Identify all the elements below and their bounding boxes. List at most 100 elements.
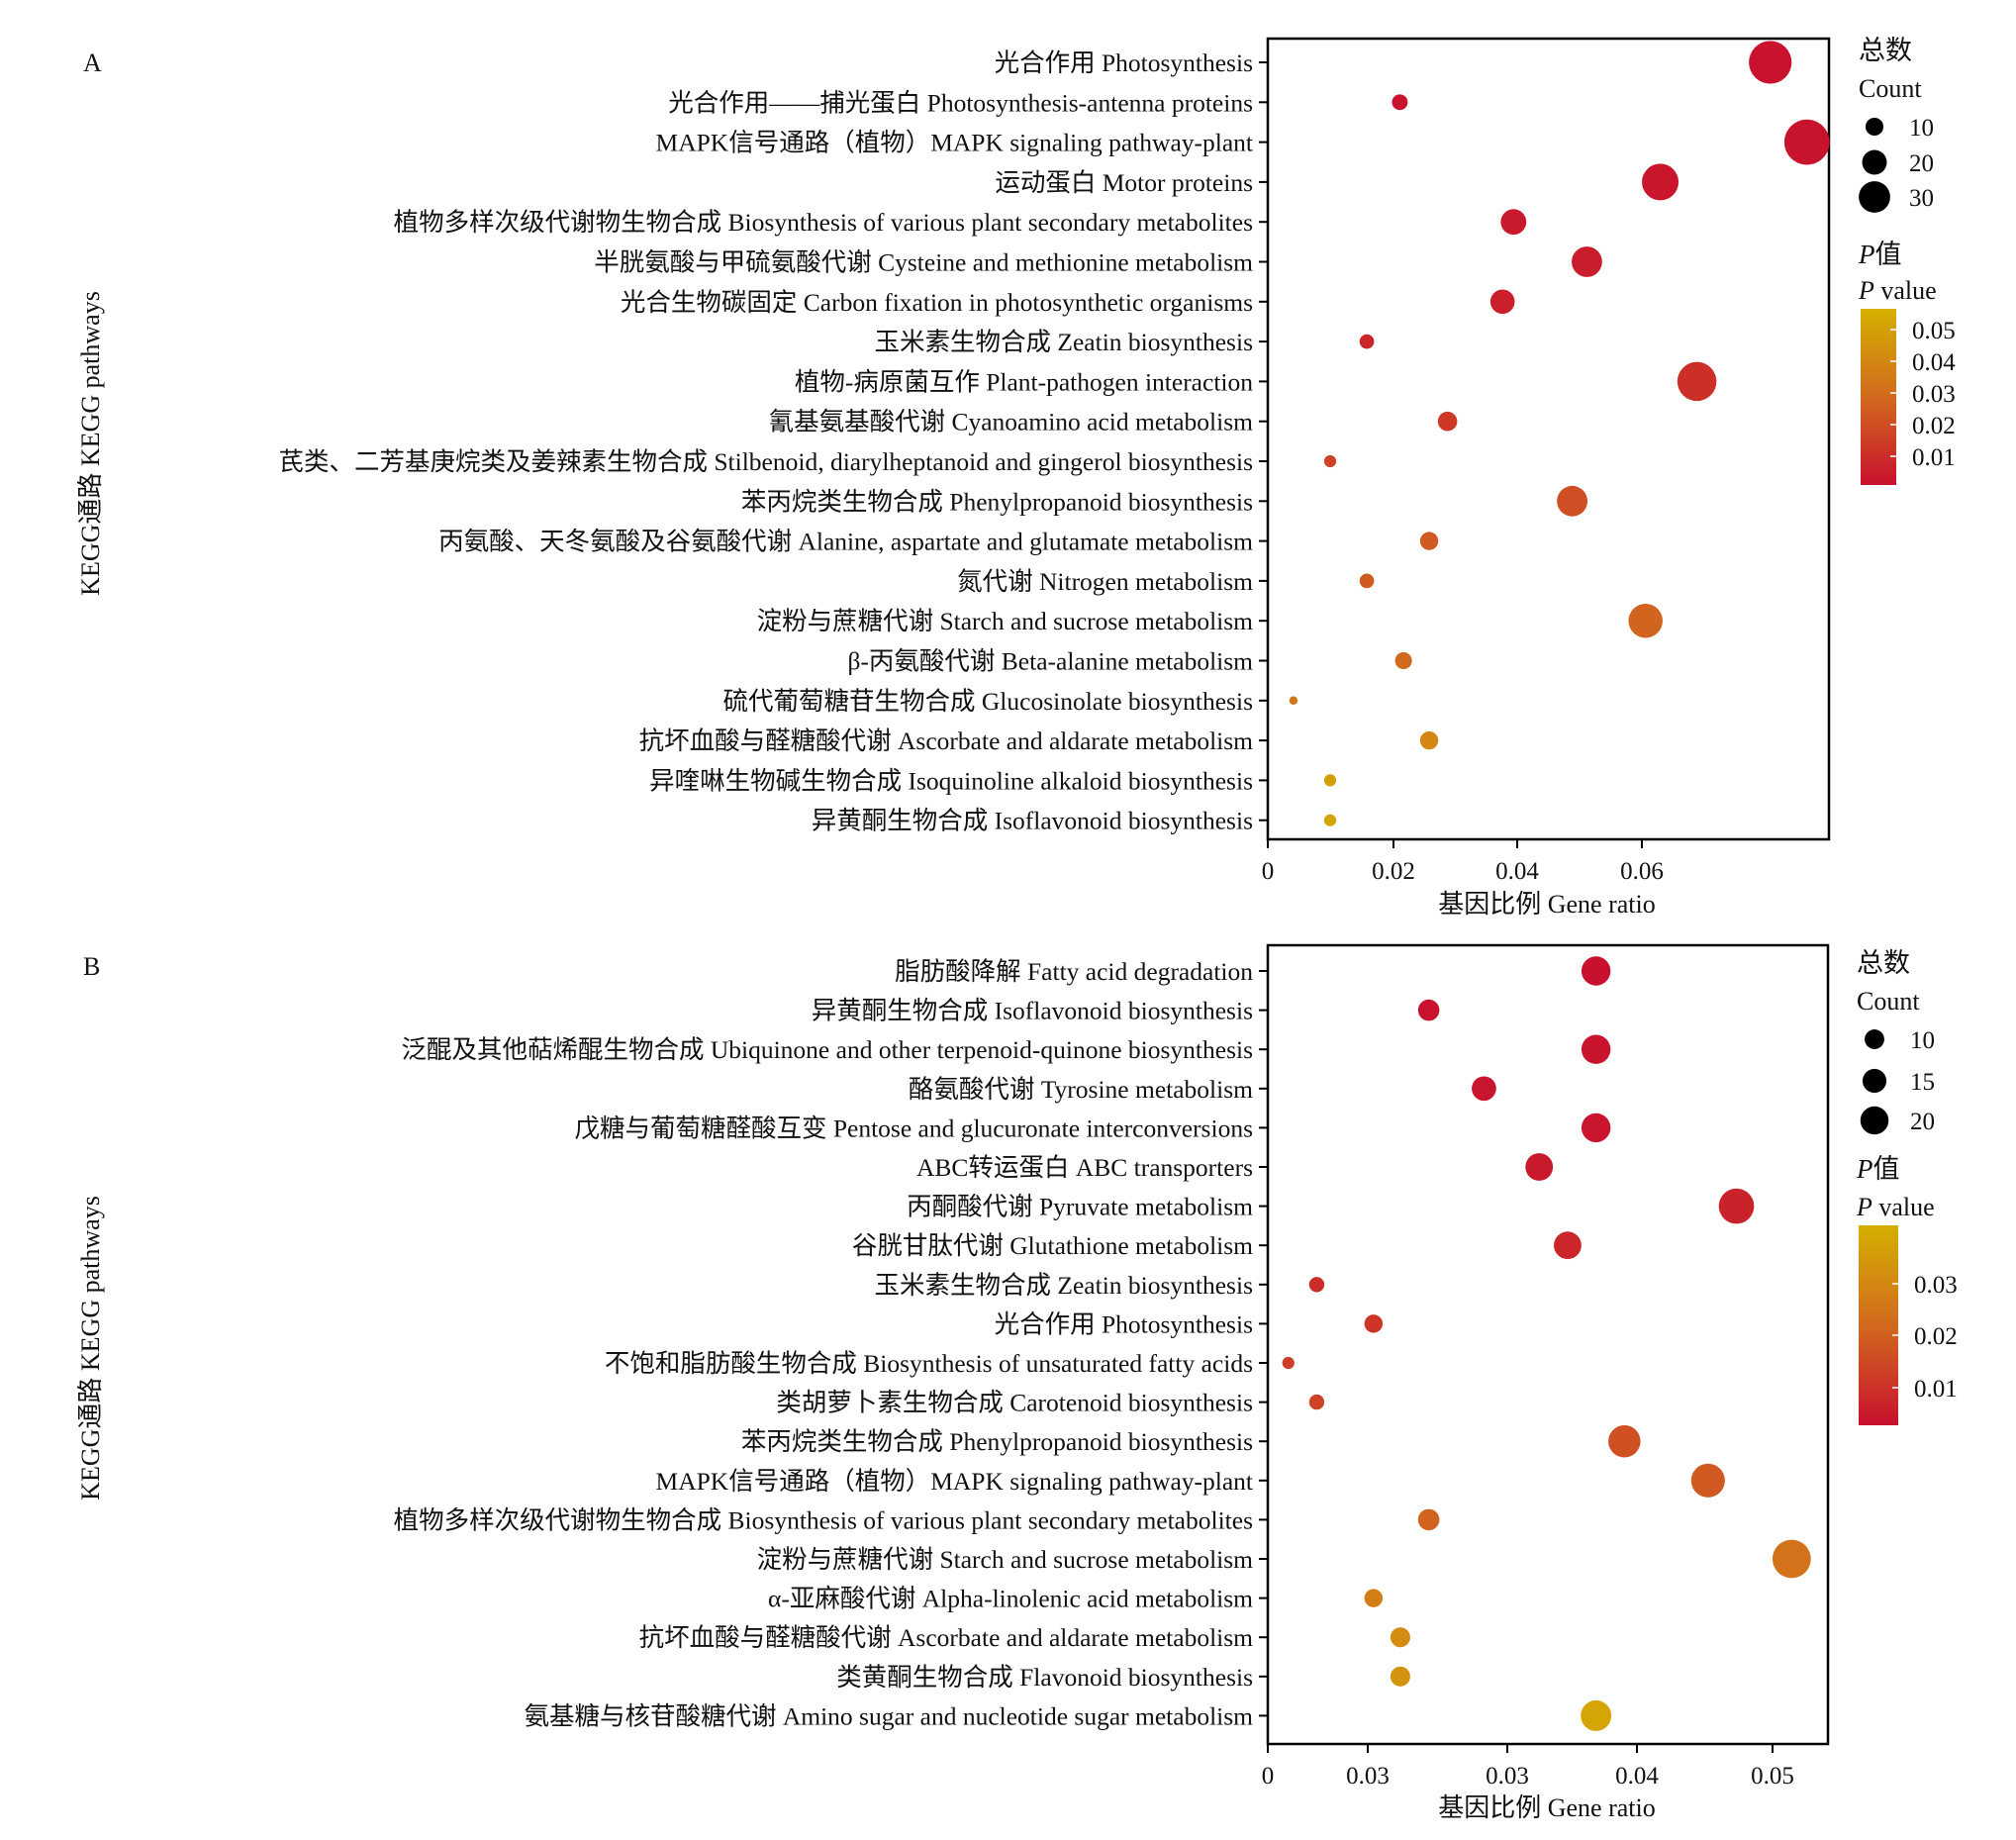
pathway-label: 抗坏血酸与醛糖酸代谢 Ascorbate and aldarate metabo…: [639, 726, 1254, 755]
colorbar-label: 0.01: [1914, 1376, 1958, 1403]
size-legend-label: 10: [1910, 1027, 1935, 1054]
panel-a-color-legend-p-en: P: [1858, 276, 1874, 305]
panel-b-color-legend-title-en: value: [1872, 1193, 1935, 1221]
x-tick-label: 0: [1262, 1763, 1275, 1790]
enrichment-point: [1323, 774, 1337, 787]
panel-a-label: A: [83, 48, 102, 77]
pathway-label: 丙酮酸代谢 Pyruvate metabolism: [907, 1193, 1253, 1221]
panel-a-size-legend-title-en: Count: [1859, 74, 1922, 103]
enrichment-point: [1390, 1666, 1410, 1687]
enrichment-point: [1554, 1231, 1582, 1260]
panel-b-pathway-labels: 脂肪酸降解 Fatty acid degradation 异黄酮生物合成 Isof…: [394, 957, 1268, 1730]
enrichment-point: [1718, 1188, 1755, 1224]
size-legend-dot: [1862, 149, 1887, 175]
panel-a-xlabel: 基因比例 Gene ratio: [1438, 890, 1656, 919]
pathway-label: 硫代葡萄糖苷生物合成 Glucosinolate biosynthesis: [723, 687, 1253, 716]
panel-a-x-ticks: 0 0.02 0.04 0.06: [1262, 839, 1664, 885]
x-tick-label: 0: [1262, 858, 1275, 885]
enrichment-point: [1572, 246, 1602, 277]
panel-a-color-legend: P值 P value 0.05 0.04 0.03 0.02 0.01: [1858, 240, 1956, 485]
panel-a-size-legend: 总数 Count 10 20 30: [1859, 36, 1934, 213]
pathway-label: 戊糖与葡萄糖醛酸互变 Pentose and glucuronate inter…: [574, 1114, 1253, 1142]
pathway-label: MAPK信号通路（植物）MAPK signaling pathway-plant: [656, 1467, 1253, 1496]
panel-b-colorbar: [1859, 1225, 1898, 1425]
size-legend-label: 20: [1910, 1109, 1935, 1135]
enrichment-point: [1677, 361, 1717, 402]
enrichment-point: [1419, 730, 1439, 750]
panel-b-color-legend-p: P: [1856, 1154, 1873, 1184]
pathway-label: 光合作用——捕光蛋白 Photosynthesis-antenna protei…: [668, 88, 1253, 117]
enrichment-point: [1419, 532, 1439, 550]
pathway-label: α-亚麻酸代谢 Alpha-linolenic acid metabolism: [768, 1585, 1253, 1613]
pathway-label: 抗坏血酸与醛糖酸代谢 Ascorbate and aldarate metabo…: [639, 1623, 1254, 1652]
enrichment-point: [1608, 1424, 1641, 1458]
colorbar-label: 0.04: [1912, 349, 1956, 376]
pathway-label: 类胡萝卜素生物合成 Carotenoid biosynthesis: [776, 1389, 1253, 1417]
enrichment-point: [1289, 696, 1298, 706]
pathway-label: 异喹啉生物碱生物合成 Isoquinoline alkaloid biosynt…: [649, 766, 1253, 795]
pathway-label: 玉米素生物合成 Zeatin biosynthesis: [875, 1271, 1253, 1300]
pathway-label: 不饱和脂肪酸生物合成 Biosynthesis of unsaturated f…: [605, 1349, 1253, 1378]
pathway-label: 植物多样次级代谢物生物合成 Biosynthesis of various pl…: [394, 208, 1253, 237]
x-tick-label: 0.05: [1751, 1763, 1794, 1790]
pathway-label: 脂肪酸降解 Fatty acid degradation: [895, 957, 1253, 986]
panel-b-color-legend-subtitle: P value: [1856, 1193, 1935, 1221]
enrichment-point: [1472, 1076, 1496, 1102]
pathway-label: 苯丙烷类生物合成 Phenylpropanoid biosynthesis: [741, 1427, 1253, 1456]
panel-b-label: B: [83, 952, 100, 981]
pathway-label: MAPK信号通路（植物）MAPK signaling pathway-plant: [656, 129, 1253, 157]
enrichment-point: [1557, 485, 1587, 517]
enrichment-point: [1390, 1627, 1410, 1648]
enrichment-point: [1364, 1314, 1384, 1333]
enrichment-point: [1394, 651, 1412, 670]
enrichment-point: [1581, 1034, 1611, 1064]
x-tick-label: 0.04: [1615, 1763, 1659, 1790]
pathway-label: 运动蛋白 Motor proteins: [995, 168, 1253, 197]
panel-b-ylabel: KEGG通路 KEGG pathways: [76, 1196, 105, 1501]
enrichment-point: [1581, 1699, 1612, 1731]
panel-a-color-legend-title-en: value: [1874, 276, 1937, 305]
panel-b: B KEGG通路 KEGG pathways 脂肪酸降解 Fatty acid …: [76, 943, 1958, 1822]
pathway-label: 丙氨酸、天冬氨酸及谷氨酸代谢 Alanine, aspartate and gl…: [438, 528, 1253, 556]
panel-b-color-legend-title-cn: 值: [1873, 1154, 1900, 1184]
x-tick-label: 0.02: [1372, 858, 1415, 885]
panel-a-ylabel: KEGG通路 KEGG pathways: [76, 291, 105, 596]
enrichment-point: [1642, 163, 1680, 201]
panel-b-size-legend: 总数 Count 10 15 20: [1857, 948, 1935, 1135]
panel-a-pathway-labels: 光合作用 Photosynthesis 光合作用——捕光蛋白 Photosynth…: [278, 48, 1268, 835]
pathway-label: 泛醌及其他萜烯醌生物合成 Ubiquinone and other terpen…: [401, 1035, 1253, 1064]
panel-a-colorbar: [1861, 309, 1896, 485]
pathway-label: 异黄酮生物合成 Isoflavonoid biosynthesis: [812, 997, 1253, 1025]
enrichment-point: [1581, 1113, 1611, 1143]
size-legend-label: 30: [1909, 185, 1934, 212]
panel-b-points: [1282, 956, 1811, 1731]
size-legend-label: 20: [1909, 150, 1934, 177]
size-legend-dot: [1860, 1106, 1889, 1135]
enrichment-point: [1359, 573, 1375, 589]
x-tick-label: 0.04: [1495, 858, 1539, 885]
pathway-label: 淀粉与蔗糖代谢 Starch and sucrose metabolism: [757, 1545, 1254, 1574]
pathway-label: 苯丙烷类生物合成 Phenylpropanoid biosynthesis: [741, 487, 1253, 516]
pathway-label: ABC转运蛋白 ABC transporters: [916, 1153, 1253, 1182]
enrichment-point: [1437, 411, 1458, 432]
size-legend-dot: [1859, 181, 1890, 213]
size-legend-label: 10: [1909, 115, 1934, 142]
enrichment-point: [1500, 209, 1527, 236]
panel-b-plot-frame: [1266, 943, 1830, 1746]
panel-b-color-legend: P值 P value 0.03 0.02 0.01: [1856, 1154, 1958, 1425]
enrichment-point: [1581, 956, 1611, 986]
panel-a-color-legend-subtitle: P value: [1858, 276, 1937, 305]
panel-a-points: [1289, 41, 1830, 826]
enrichment-point: [1282, 1356, 1295, 1370]
panel-a-color-legend-p: P: [1858, 240, 1875, 269]
enrichment-point: [1772, 1539, 1811, 1579]
pathway-label: 光合生物碳固定 Carbon fixation in photosyntheti…: [621, 288, 1253, 317]
panel-a-plot-frame: [1266, 37, 1831, 841]
size-legend-label: 15: [1910, 1069, 1935, 1096]
pathway-label: 玉米素生物合成 Zeatin biosynthesis: [875, 328, 1253, 356]
colorbar-label: 0.05: [1912, 318, 1956, 344]
panel-b-color-legend-p-en: P: [1856, 1193, 1872, 1221]
pathway-label: 类黄酮生物合成 Flavonoid biosynthesis: [836, 1663, 1253, 1692]
panel-a-color-legend-title-cn: 值: [1875, 240, 1902, 269]
